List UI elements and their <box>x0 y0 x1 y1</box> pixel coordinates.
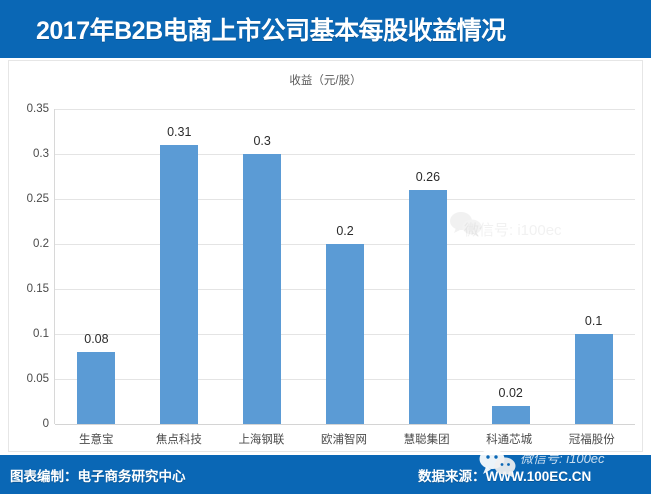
footer-credit: 图表编制：电子商务研究中心 <box>10 468 186 484</box>
plot-area: 0 0.05 0.1 0.15 0.2 0.25 0.3 0.35 0.08 0.31 0.3 0.… <box>27 103 635 430</box>
header-band: 2017年B2B电商上市公司基本每股收益情况 <box>0 0 651 58</box>
bar-slot: 0.31 <box>138 109 221 424</box>
bar-slot: 0.2 <box>304 109 387 424</box>
x-axis-category-label: 上海钢联 <box>238 434 285 446</box>
chart-subtitle: 收益（元/股） <box>289 75 362 87</box>
bar-value-label: 0.2 <box>336 224 354 238</box>
y-axis-tick-label: 0.25 <box>26 193 49 205</box>
bar-slot: 0.26 <box>386 109 469 424</box>
bar-value-label: 0.02 <box>498 386 523 400</box>
y-axis-tick-label: 0.05 <box>26 373 49 385</box>
bar-value-label: 0.1 <box>584 314 603 328</box>
y-axis-tick-label: 0.1 <box>33 328 49 340</box>
gridline: 0.25 <box>27 193 635 205</box>
footer-source: 数据来源：WWW.100EC.CN <box>418 468 592 484</box>
x-axis-category-label: 欧浦智网 <box>321 434 368 446</box>
footer-band: 图表编制：电子商务研究中心 数据来源：WWW.100EC.CN <box>0 455 651 494</box>
bar-slot: 0.08 <box>55 109 138 424</box>
chart-container: 收益（元/股） 0 0.05 0.1 0.15 0.2 0.25 0.3 0.35 0.08 0… <box>8 60 643 452</box>
x-axis-category-label: 生意宝 <box>79 434 114 446</box>
y-axis-tick-label: 0.3 <box>33 148 49 160</box>
bar[interactable] <box>160 145 199 424</box>
y-axis-tick-label: 0.15 <box>26 283 49 295</box>
gridline: 0.3 <box>33 148 635 160</box>
bar[interactable] <box>326 244 364 424</box>
gridline: 0.35 <box>27 103 635 115</box>
bar-value-label: 0.3 <box>253 134 271 148</box>
bar[interactable] <box>77 352 116 424</box>
bar[interactable] <box>408 190 447 424</box>
x-axis-category-label: 焦点科技 <box>155 434 202 446</box>
value-axis-line <box>54 109 55 424</box>
bar-value-label: 0.31 <box>167 125 192 139</box>
y-axis-tick-label: 0.35 <box>26 103 49 115</box>
bar-slot: 0.1 <box>552 109 635 424</box>
y-axis-tick-label: 0.2 <box>33 238 49 250</box>
gridline: 0 <box>43 418 635 430</box>
x-axis-category-label: 科通芯城 <box>486 434 533 446</box>
bar-slot: 0.02 <box>469 109 552 424</box>
bar-value-label: 0.26 <box>415 170 441 184</box>
bar-series: 0.08 0.31 0.3 0.2 0.26 0.02 0.1 <box>55 109 635 424</box>
x-axis-category-label: 慧聪集团 <box>403 434 450 446</box>
category-axis-labels: 生意宝 焦点科技 上海钢联 欧浦智网 慧聪集团 科通芯城 冠福股份 <box>55 431 633 447</box>
bar[interactable] <box>574 334 613 424</box>
x-axis-category-label: 冠福股份 <box>568 434 615 446</box>
bar-slot: 0.3 <box>221 109 304 424</box>
bar[interactable] <box>491 406 530 424</box>
y-axis-tick-label: 0 <box>42 418 49 430</box>
page-title: 2017年B2B电商上市公司基本每股收益情况 <box>36 17 506 45</box>
bar-value-label: 0.08 <box>84 332 109 346</box>
bar[interactable] <box>243 154 282 424</box>
